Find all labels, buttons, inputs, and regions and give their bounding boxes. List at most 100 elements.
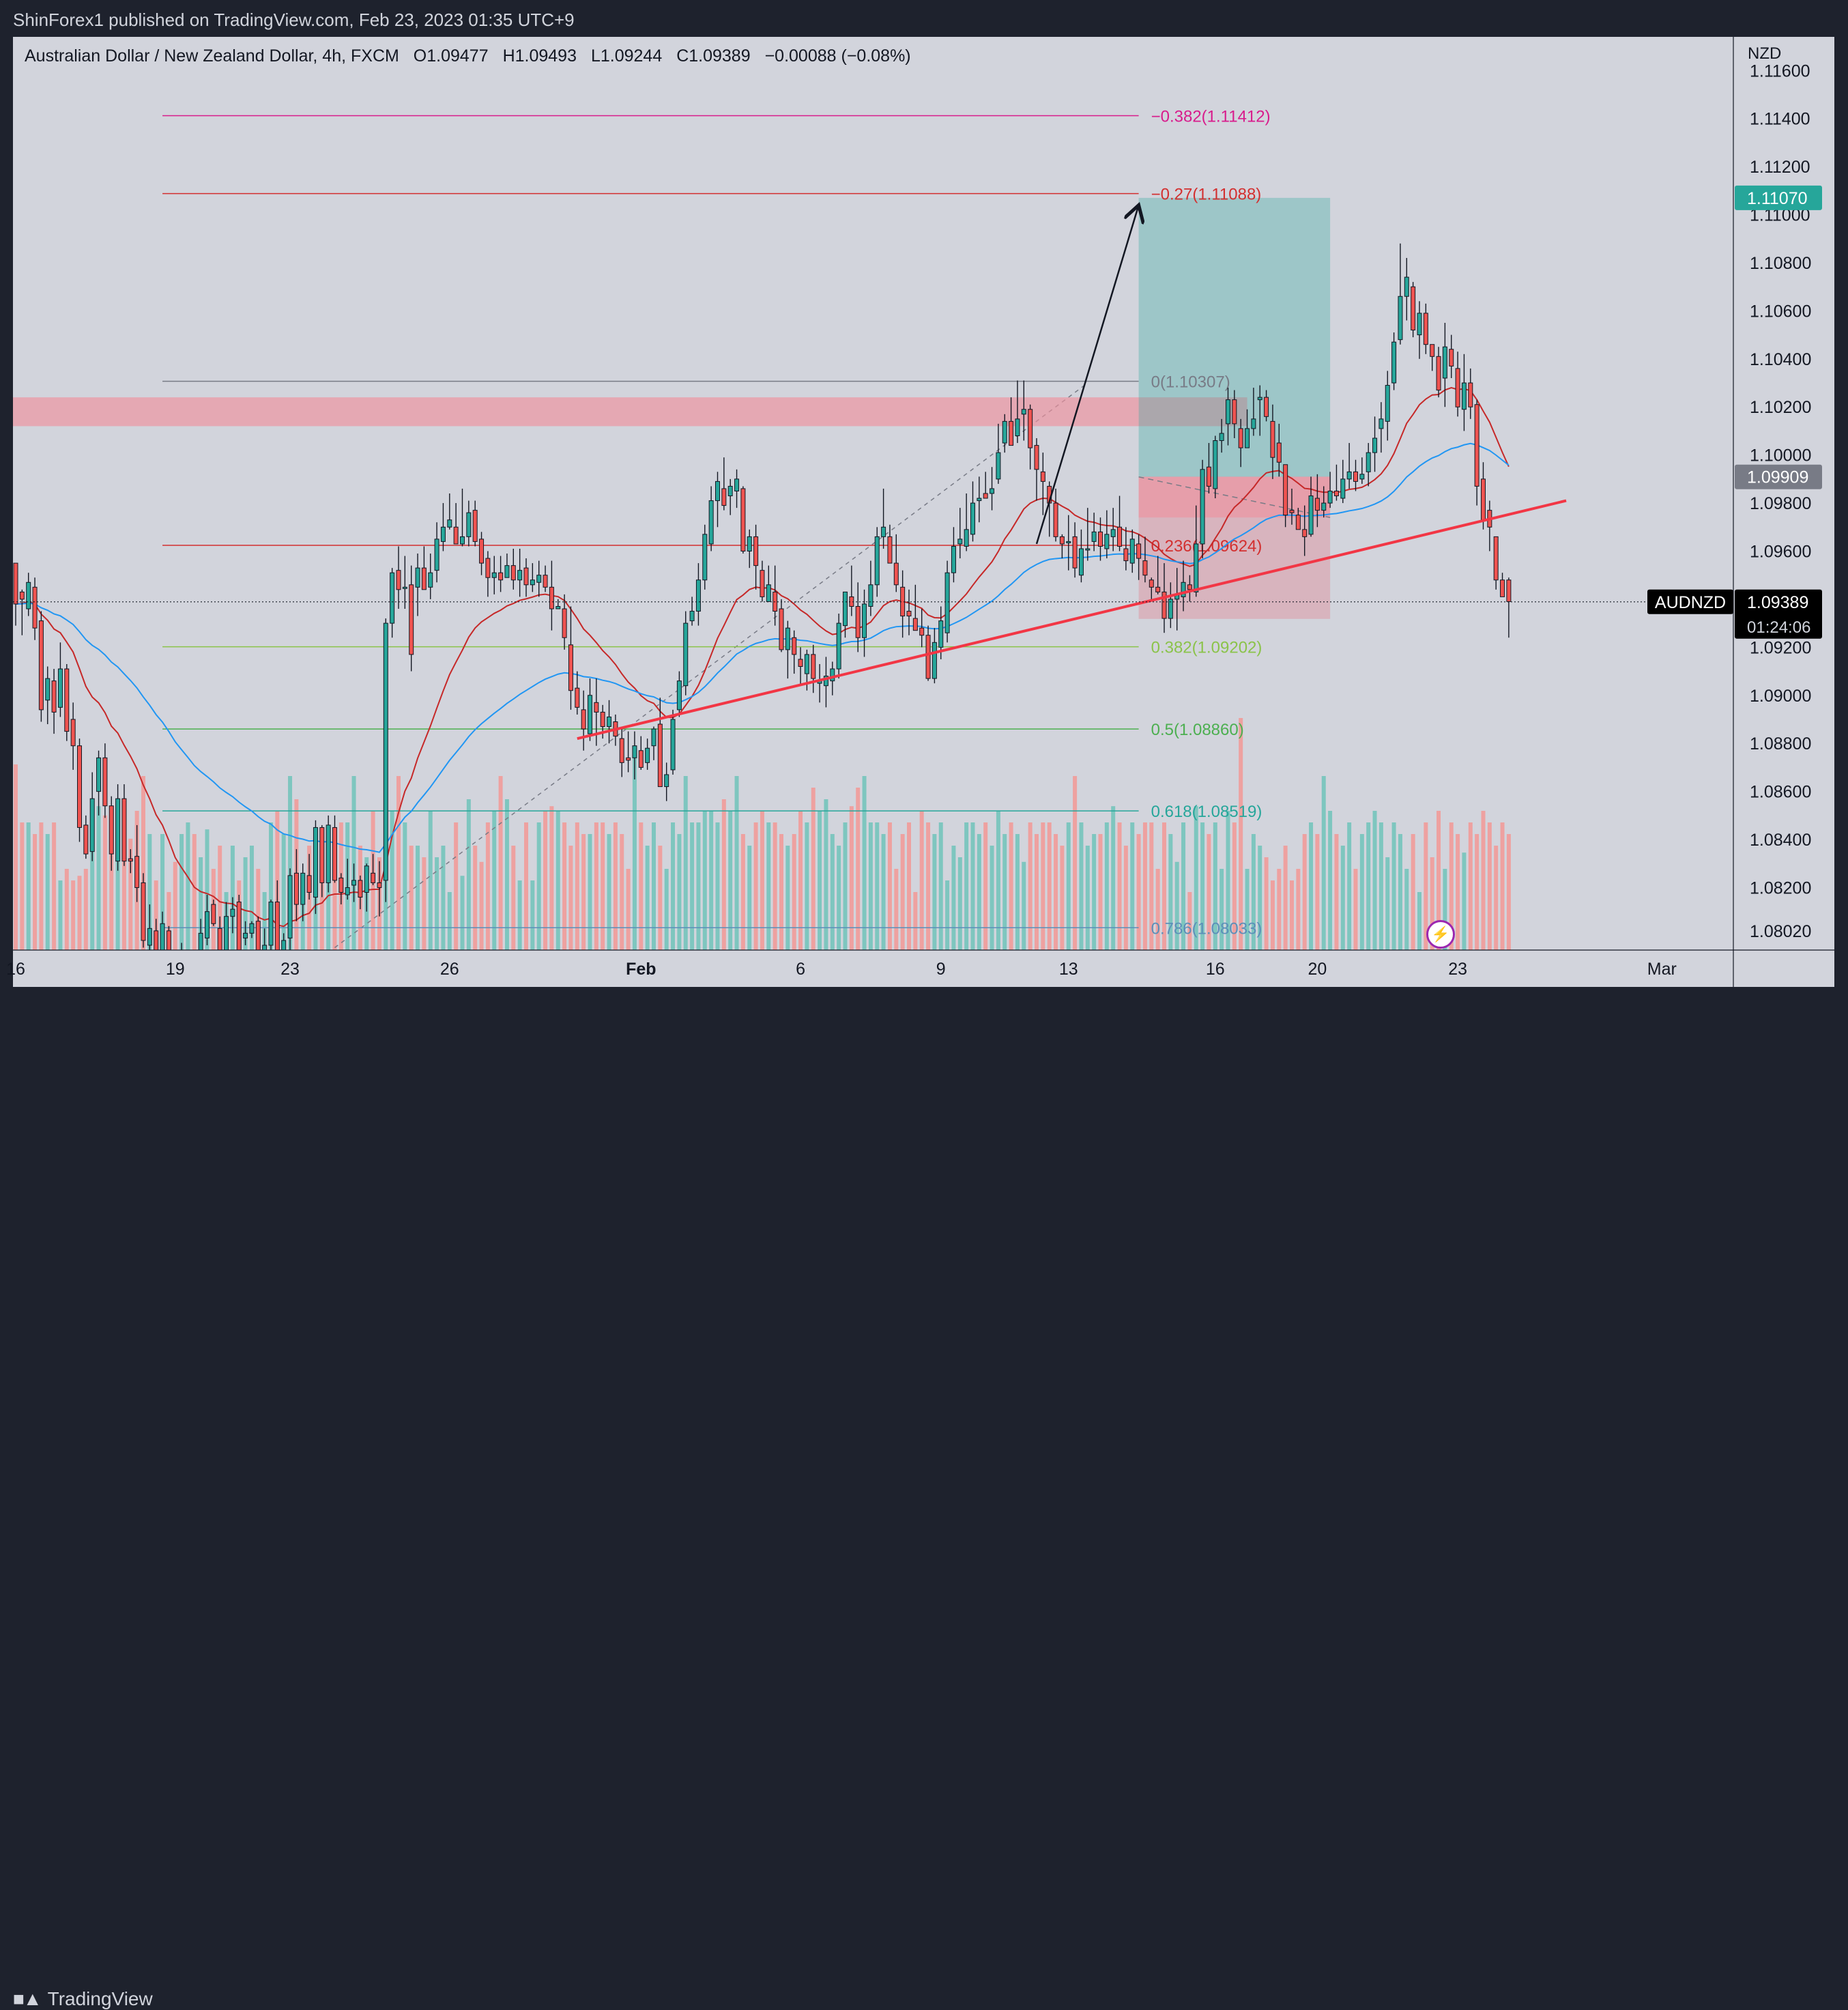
candle-body [645,747,650,763]
volume-bar [964,822,969,950]
plot-area: −0.382(1.11412) −0.27(1.11088) 0(1.10307) 0… [13,107,1567,950]
candle-body [300,872,306,905]
last-price-badge-bg [1735,589,1822,639]
volume-bar [996,811,1000,950]
price-tick-label: 1.11600 [1750,61,1810,81]
candle-body [957,539,963,545]
candle-body [747,536,752,552]
candle-body [1314,498,1320,511]
volume-bar [1111,806,1116,950]
candle-body [115,798,121,862]
candle-body [530,579,535,586]
volume-bar [256,869,261,950]
candle-body [1455,368,1460,407]
volume-bar [243,857,248,950]
time-tick-label: 6 [796,960,805,979]
candle-body [862,603,867,638]
time-tick-label: 16 [6,960,25,979]
fib-level-label: 0.382(1.09202) [1151,639,1262,657]
volume-bar [1443,869,1447,950]
candle-body [1053,502,1058,537]
candle-body [804,654,809,674]
candle-body [990,488,995,494]
legend-symbol[interactable]: Australian Dollar / New Zealand Dollar, … [25,46,399,66]
volume-bar [1424,822,1428,950]
volume-bar [913,892,918,950]
candle-body [109,805,114,855]
volume-bar [1149,822,1154,950]
volume-bar [1404,869,1409,950]
candle-body [121,798,127,862]
volume-bar [1219,869,1224,950]
volume-bar [167,892,171,950]
candle-body [1295,515,1301,530]
legend-high: H1.09493 [502,46,577,66]
volume-bar [894,869,899,950]
candle-body [1181,582,1186,597]
candle-body [1327,490,1333,504]
volume-bar [1359,834,1364,950]
axis-currency-label[interactable]: NZD [1748,44,1782,63]
candle-body [721,488,727,506]
volume-bar [1002,834,1007,950]
volume-bar [45,834,50,950]
target-price-badge-text: 1.11070 [1747,189,1808,208]
time-tick-label: Mar [1647,960,1677,979]
candle-body [32,586,38,629]
volume-bar [753,822,758,950]
candle-body [262,945,268,950]
candle-body [1404,276,1409,297]
symbol-badge-bg [1647,589,1733,614]
volume-bar [1104,822,1109,950]
candle-body [236,902,242,950]
price-chart[interactable]: −0.382(1.11412) −0.27(1.11088) 0(1.10307) 0… [0,0,1848,1036]
volume-bar [492,811,497,950]
volume-bar [740,834,745,950]
moving-average-badge-text: 1.09909 [1747,468,1808,487]
candle-body [517,570,523,581]
candle-body [836,622,841,670]
volume-bar [90,811,95,950]
candle-body [306,875,312,893]
volume-bar [658,846,663,950]
candle-body [371,872,376,883]
volume-bar [485,822,490,950]
volume-bar [932,834,937,950]
candle-body [224,916,229,950]
candle-body [447,519,452,528]
lightning-icon[interactable]: ⚡ [1426,920,1455,949]
volume-bar [1162,822,1166,950]
candle-body [868,584,874,607]
volume-bar [824,799,828,950]
volume-bar [416,846,420,950]
volume-bar [20,822,25,950]
candle-body [1142,560,1148,576]
volume-bar [1245,869,1250,950]
volume-bar [1436,811,1441,950]
candle-body [504,565,510,578]
candle-body [887,536,893,564]
volume-bar [1321,776,1326,950]
candle-body [1385,385,1390,422]
time-tick-label: 23 [1448,960,1467,979]
candle-body [1123,548,1129,562]
volume-bar [1378,822,1383,950]
candle-body [1104,534,1110,549]
candle-body [1117,526,1123,547]
candle-body [555,605,561,609]
candle-body [536,575,542,583]
volume-bar [141,776,145,950]
candle-body [134,856,140,888]
volume-layer [14,718,1511,950]
candle-body [727,485,733,497]
price-tick-label: 1.08400 [1750,831,1811,850]
candle-body [938,620,944,648]
volume-bar [1187,892,1192,950]
candle-body [855,605,861,638]
candle-body [160,923,165,950]
tradingview-logo[interactable]: ■▲ TradingView [13,1988,153,2010]
time-tick-label: 20 [1308,960,1327,979]
volume-bar [747,846,752,950]
volume-bar [664,869,669,950]
volume-bar [549,806,554,950]
